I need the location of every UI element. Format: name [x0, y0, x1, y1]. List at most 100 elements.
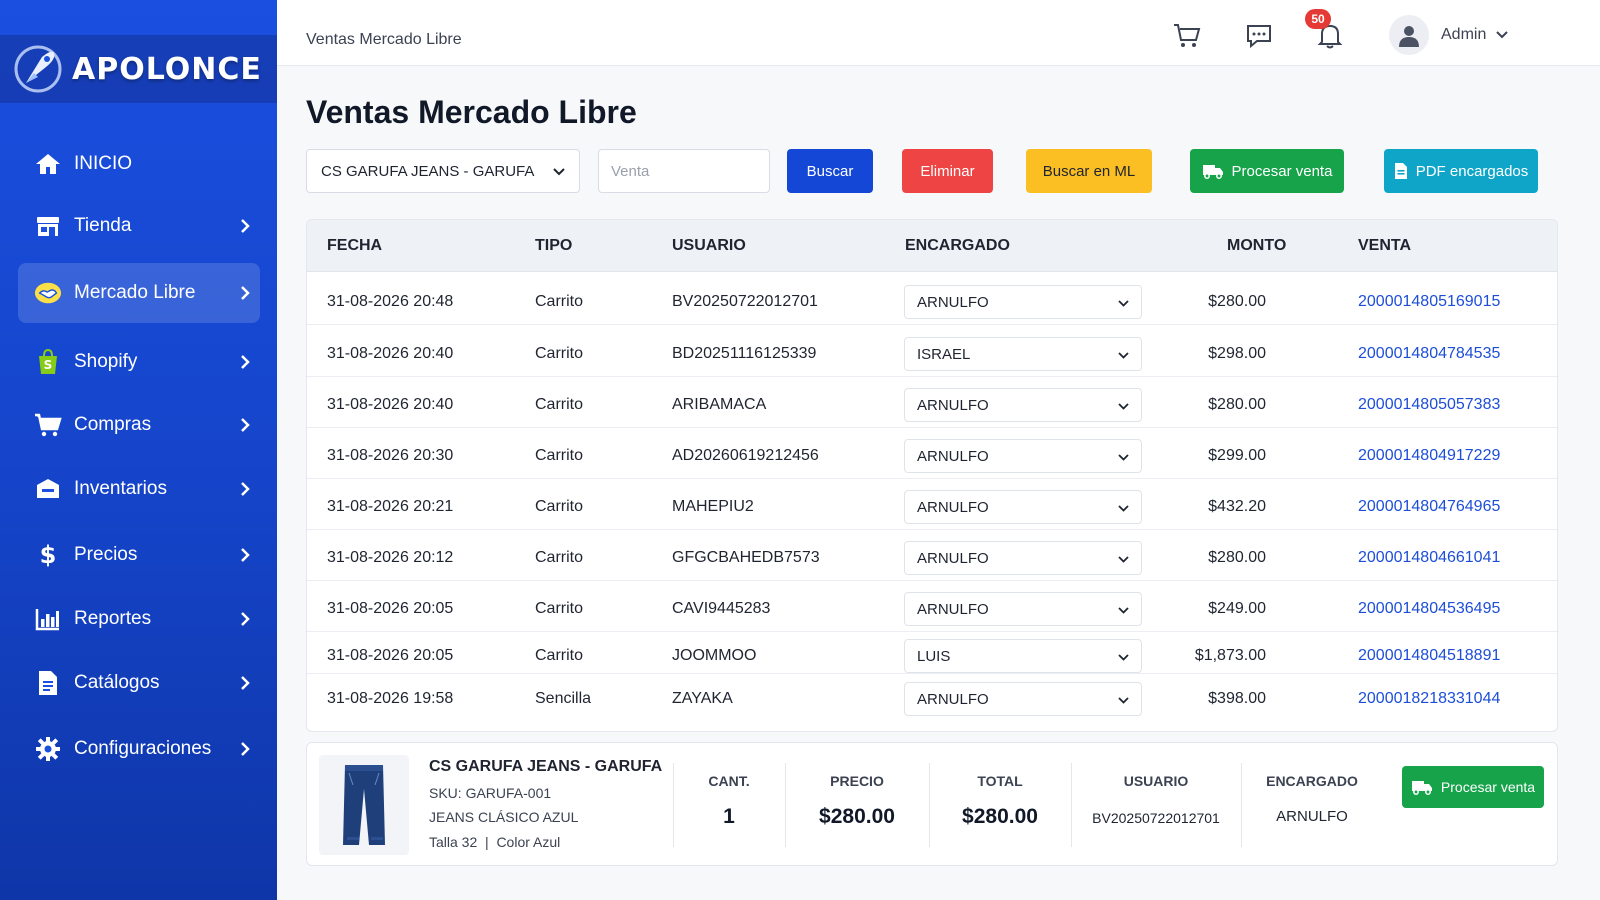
table-row[interactable]: 31-08-2026 20:40 Carrito BD20251116125339 I…	[307, 325, 1557, 377]
venta-link[interactable]: 2000014804518891	[1358, 647, 1501, 664]
encargado-select-value: ISRAEL	[917, 345, 971, 363]
cell-monto: $432.20	[1208, 498, 1266, 515]
sidebar-item-tienda[interactable]: Tienda	[18, 196, 260, 256]
sidebar-item-label: Catálogos	[74, 672, 160, 693]
cell-fecha: 31-08-2026 20:40	[327, 345, 454, 362]
cell-monto: $249.00	[1208, 600, 1266, 617]
divider	[929, 763, 930, 847]
encargado-select[interactable]: ARNULFO	[904, 490, 1142, 524]
encargado-select[interactable]: ISRAEL	[904, 337, 1142, 371]
cell-usuario: ZAYAKA	[672, 690, 733, 707]
chevron-down-icon	[1118, 691, 1129, 708]
venta-link[interactable]: 2000014804536495	[1358, 600, 1501, 617]
encargado-select-value: ARNULFO	[917, 549, 989, 567]
table-row[interactable]: 31-08-2026 20:05 Carrito JOOMMOO LUIS $1,873…	[307, 632, 1557, 674]
encargado-select[interactable]: ARNULFO	[904, 388, 1142, 422]
encargado-select-value: LUIS	[917, 647, 951, 665]
store-select[interactable]: CS GARUFA JEANS - GARUFA	[306, 149, 580, 193]
cell-monto: $398.00	[1208, 690, 1266, 707]
sidebar-item-precios[interactable]: $ Precios	[18, 525, 260, 585]
table-row[interactable]: 31-08-2026 20:30 Carrito AD20260619212456 A…	[307, 428, 1557, 479]
sidebar-item-mercado-libre[interactable]: Mercado Libre	[18, 263, 260, 323]
venta-link[interactable]: 2000014804764965	[1358, 498, 1501, 515]
chevron-down-icon	[1118, 550, 1129, 567]
pdf-encargados-button[interactable]: PDF encargados	[1384, 149, 1538, 193]
cell-fecha: 31-08-2026 20:12	[327, 549, 454, 566]
table-row[interactable]: 31-08-2026 20:05 Carrito CAVI9445283 ARNULF…	[307, 581, 1557, 632]
venta-link[interactable]: 2000014804661041	[1358, 549, 1501, 566]
sidebar-item-compras[interactable]: Compras	[18, 395, 260, 455]
top-bar: Ventas Mercado Libre 50 Admin	[277, 0, 1600, 66]
encargado-select[interactable]: LUIS	[904, 639, 1142, 673]
sidebar-item-shopify[interactable]: S Shopify	[18, 332, 260, 392]
sidebar-item-label: Reportes	[74, 608, 152, 629]
product-variant: Talla 32 | Color Azul	[429, 834, 561, 850]
user-menu[interactable]: Admin	[1389, 15, 1509, 55]
cell-monto: $299.00	[1208, 447, 1266, 464]
sidebar-item-inicio[interactable]: INICIO	[18, 134, 260, 194]
venta-input[interactable]	[598, 149, 770, 193]
table-row[interactable]: 31-08-2026 20:21 Carrito MAHEPIU2 ARNULFO $4…	[307, 479, 1557, 530]
cell-tipo: Carrito	[535, 647, 584, 664]
encargado-select[interactable]: ARNULFO	[904, 439, 1142, 473]
encargado-select[interactable]: ARNULFO	[904, 541, 1142, 575]
store-select-value: CS GARUFA JEANS - GARUFA	[321, 162, 535, 180]
total-label: TOTAL	[977, 773, 1023, 789]
sidebar-item-label: Mercado Libre	[74, 282, 196, 303]
breadcrumb: Ventas Mercado Libre	[306, 31, 462, 48]
encargado-select-value: ARNULFO	[917, 447, 989, 465]
cell-tipo: Carrito	[535, 293, 584, 310]
page-title: Ventas Mercado Libre	[306, 94, 637, 130]
chevron-right-icon	[230, 352, 260, 372]
table-row[interactable]: 31-08-2026 20:12 Carrito GFGCBAHEDB7573 ARN…	[307, 530, 1557, 581]
venta-link[interactable]: 2000018218331044	[1358, 690, 1501, 707]
truck-icon	[1202, 163, 1224, 179]
cell-usuario: BD20251116125339	[672, 345, 817, 362]
bell-icon[interactable]	[1314, 20, 1346, 52]
venta-link[interactable]: 2000014805169015	[1358, 293, 1501, 310]
sidebar-item-label: Shopify	[74, 351, 138, 372]
pdf-file-icon	[1394, 162, 1408, 180]
buscar-button[interactable]: Buscar	[787, 149, 873, 193]
chat-icon[interactable]	[1243, 20, 1275, 52]
encargado-select[interactable]: ARNULFO	[904, 682, 1142, 716]
venta-link[interactable]: 2000014804917229	[1358, 447, 1501, 464]
chevron-down-icon	[1118, 397, 1129, 414]
cell-tipo: Carrito	[535, 447, 584, 464]
procesar-venta-button[interactable]: Procesar venta	[1190, 149, 1344, 193]
product-description: JEANS CLÁSICO AZUL	[429, 809, 579, 825]
sidebar-item-label: Inventarios	[74, 478, 167, 499]
chevron-right-icon	[230, 609, 260, 629]
chevron-down-icon	[1118, 448, 1129, 465]
venta-link[interactable]: 2000014805057383	[1358, 396, 1501, 413]
cart-icon[interactable]	[1171, 20, 1203, 52]
cant-value: 1	[723, 805, 735, 828]
cell-usuario: CAVI9445283	[672, 600, 771, 617]
brand[interactable]: APOLONCE	[0, 35, 277, 103]
sidebar-item-catalogos[interactable]: Catálogos	[18, 653, 260, 713]
sidebar-item-inventarios[interactable]: Inventarios	[18, 459, 260, 519]
chevron-right-icon	[230, 739, 260, 759]
table-row[interactable]: 31-08-2026 20:40 Carrito ARIBAMACA ARNULFO $…	[307, 377, 1557, 428]
sidebar-item-reportes[interactable]: Reportes	[18, 589, 260, 649]
encargado-select[interactable]: ARNULFO	[904, 285, 1142, 319]
encargado-select[interactable]: ARNULFO	[904, 592, 1142, 626]
venta-link[interactable]: 2000014804784535	[1358, 345, 1501, 362]
cant-label: CANT.	[708, 773, 750, 789]
detail-procesar-venta-button[interactable]: Procesar venta	[1402, 766, 1544, 808]
usuario-value: BV20250722012701	[1092, 810, 1220, 826]
sale-detail-card: CS GARUFA JEANS - GARUFA SKU: GARUFA-001…	[306, 742, 1558, 866]
column-header-monto: MONTO	[1227, 237, 1287, 254]
table-row[interactable]: 31-08-2026 20:48 Carrito BV20250722012701 A…	[307, 273, 1557, 325]
cart-icon	[34, 411, 62, 439]
box-icon	[34, 475, 62, 503]
cell-tipo: Carrito	[535, 549, 584, 566]
buscar-ml-button[interactable]: Buscar en ML	[1026, 149, 1152, 193]
eliminar-button[interactable]: Eliminar	[902, 149, 993, 193]
cell-monto: $280.00	[1208, 549, 1266, 566]
sidebar-item-configuraciones[interactable]: Configuraciones	[18, 719, 260, 779]
product-sku: SKU: GARUFA-001	[429, 785, 552, 801]
bar-chart-icon	[34, 605, 62, 633]
cell-fecha: 31-08-2026 20:48	[327, 293, 454, 310]
table-row[interactable]: 31-08-2026 19:58 Sencilla ZAYAKA ARNULFO $39…	[307, 674, 1557, 720]
